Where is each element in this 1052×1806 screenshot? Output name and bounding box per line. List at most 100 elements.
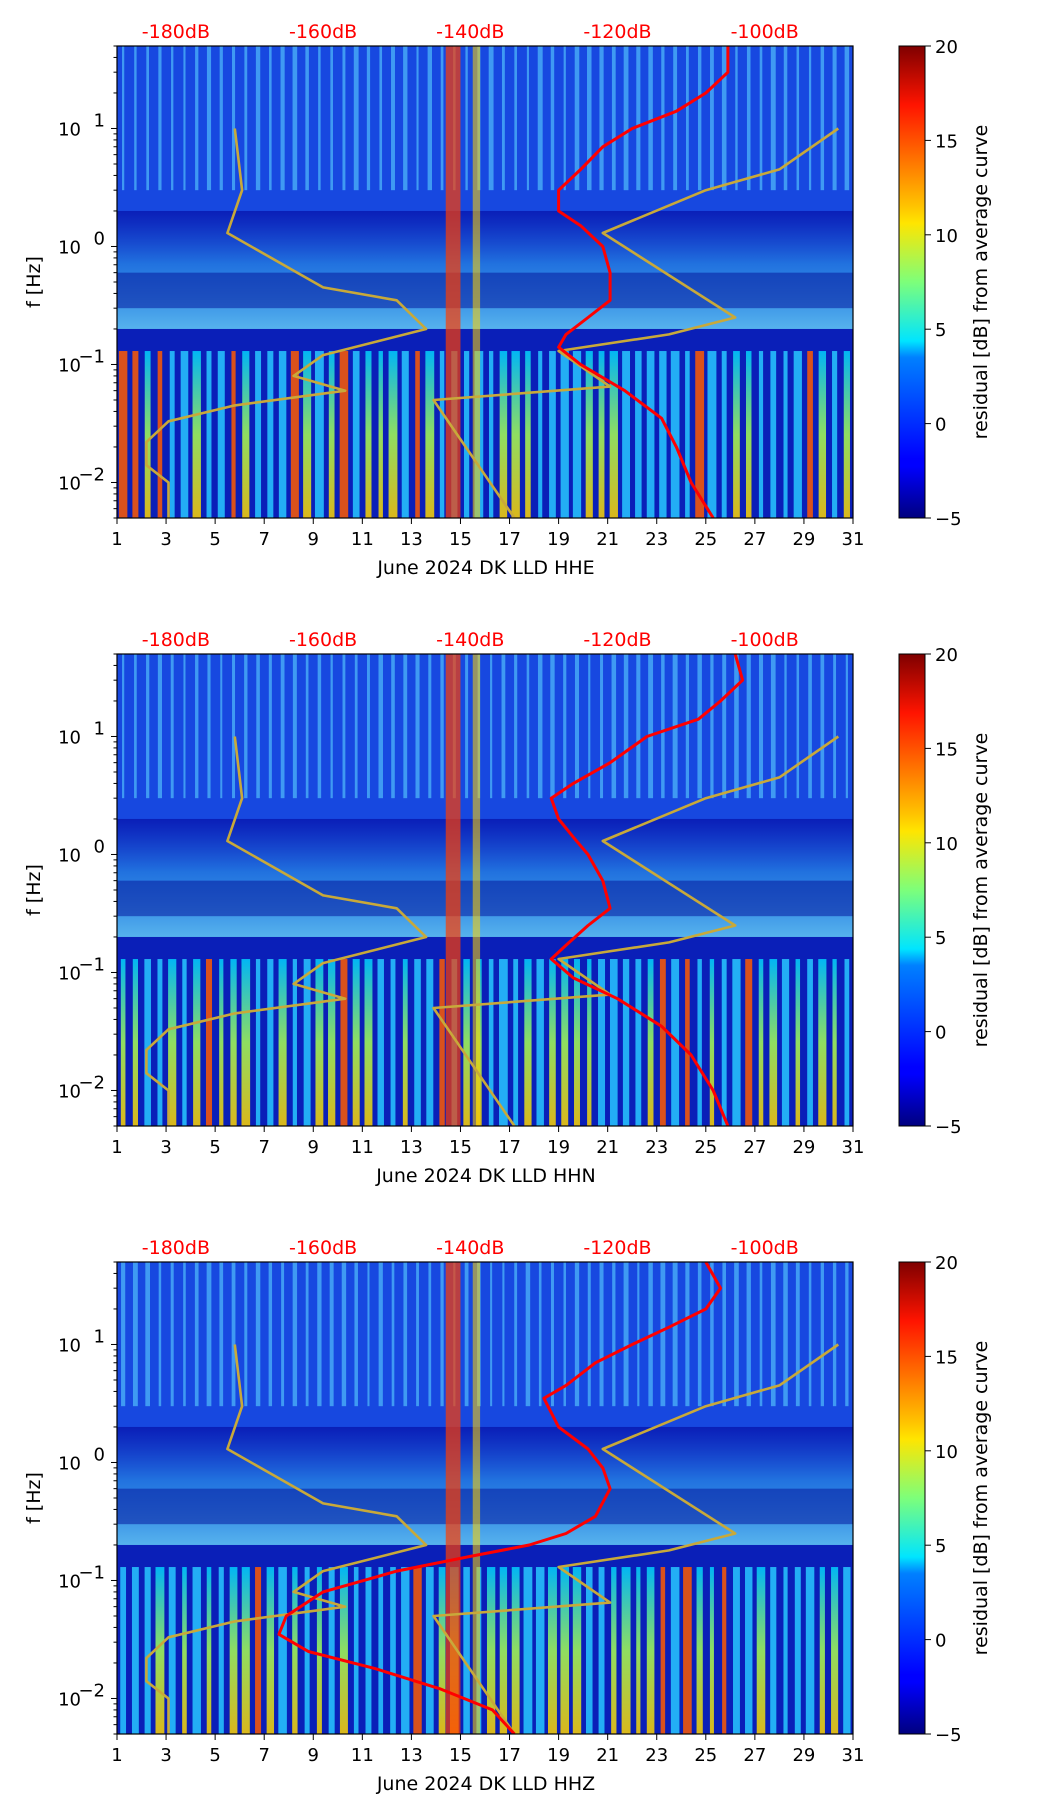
x-tick-label: 29: [792, 529, 815, 550]
lowfreq-stripe: [206, 351, 212, 518]
lowfreq-stripe: [157, 959, 163, 1126]
lowfreq-stripe: [169, 351, 175, 518]
x-axis-label: June 2024 DK LLD HHE: [376, 557, 594, 579]
x-tick-label: 3: [160, 529, 171, 550]
highfreq-stripe: [403, 46, 408, 191]
highfreq-stripe: [550, 1262, 554, 1407]
highfreq-stripe: [611, 654, 617, 799]
highfreq-stripe: [722, 1262, 726, 1407]
lowfreq-stripe: [572, 351, 582, 518]
lowfreq-stripe: [255, 959, 261, 1126]
highfreq-stripe: [514, 654, 518, 799]
event-stripe: [445, 1262, 461, 1734]
y-tick-exponent: 0: [94, 228, 105, 249]
x-axis-label: June 2024 DK LLD HHZ: [376, 1773, 595, 1795]
highfreq-stripe: [820, 1262, 824, 1407]
lowfreq-stripe: [132, 959, 138, 1126]
highfreq-stripe: [746, 654, 751, 799]
lowfreq-stripe: [364, 959, 373, 1126]
x-tick-label: 15: [449, 529, 472, 550]
x-tick-label: 1: [111, 1137, 122, 1158]
highfreq-stripe: [146, 46, 150, 191]
lowfreq-stripe: [745, 1567, 753, 1734]
lowfreq-stripe: [217, 351, 225, 518]
highfreq-stripe: [194, 1262, 199, 1407]
highfreq-stripe: [232, 654, 236, 799]
highfreq-stripe: [379, 46, 383, 191]
lowfreq-stripe: [315, 959, 324, 1126]
highfreq-stripe: [501, 46, 505, 191]
y-axis-label: f [Hz]: [23, 864, 45, 916]
spectrogram: [117, 46, 853, 518]
model-curve-line: [145, 736, 428, 1126]
highfreq-stripe: [134, 654, 137, 799]
lowfreq-stripe: [770, 1567, 777, 1734]
highfreq-stripe: [427, 46, 432, 191]
highfreq-stripe: [317, 654, 322, 799]
lowfreq-stripe: [609, 959, 618, 1126]
highfreq-stripe: [207, 654, 211, 799]
lowfreq-stripe: [144, 959, 151, 1126]
model-curve-2-line: [432, 127, 840, 518]
x-tick-label: 9: [308, 1137, 319, 1158]
y-tick-exponent: −2: [78, 1680, 105, 1701]
model-curve-line: [145, 1344, 428, 1734]
highfreq-stripe: [132, 1262, 138, 1407]
x-tick-label: 11: [351, 529, 374, 550]
highfreq-stripe: [183, 654, 186, 799]
highfreq-stripe: [220, 654, 223, 799]
lowfreq-stripe: [426, 959, 434, 1126]
lowfreq-stripe: [659, 959, 666, 1126]
lowfreq-stripe: [266, 1567, 275, 1734]
db-scale-label: -180dB: [142, 1237, 210, 1259]
colorbar-gradient: [898, 45, 926, 519]
y-tick-exponent: 0: [94, 836, 105, 857]
lowfreq-stripe: [793, 351, 802, 518]
lowfreq-stripe: [378, 1567, 384, 1734]
highfreq-stripe: [648, 1262, 653, 1407]
highfreq-stripe: [292, 654, 297, 799]
lowfreq-stripe: [745, 351, 752, 518]
highfreq-stripe: [318, 46, 321, 191]
lowfreq-stripe: [414, 959, 421, 1126]
colorbar-gradient: [898, 1261, 926, 1735]
highfreq-stripe: [134, 46, 137, 191]
lowfreq-stripe: [818, 351, 827, 518]
highfreq-stripe: [697, 654, 702, 799]
lowfreq-stripe: [622, 959, 630, 1126]
lowfreq-stripe: [635, 351, 642, 518]
colorbar-tick-label: 5: [935, 1536, 946, 1557]
x-tick-label: 21: [596, 1137, 619, 1158]
db-scale-label: -100dB: [731, 21, 799, 43]
lowfreq-stripe: [598, 1567, 605, 1734]
highfreq-stripe: [158, 1262, 162, 1407]
x-tick-label: 21: [596, 529, 619, 550]
highfreq-stripe: [219, 46, 223, 191]
lowfreq-stripe: [390, 959, 396, 1126]
highfreq-stripe: [623, 46, 629, 191]
lowfreq-stripe: [635, 959, 642, 1126]
colorbar-tick-label: 10: [935, 834, 958, 855]
lowfreq-stripe: [670, 1567, 680, 1734]
colorbar-tick-label: 15: [935, 1347, 958, 1368]
x-tick-label: 25: [694, 1745, 717, 1766]
x-tick-label: 5: [209, 1745, 220, 1766]
event-stripe: [445, 654, 461, 1126]
lowfreq-stripe: [758, 351, 764, 518]
highfreq-stripe: [796, 654, 800, 799]
highfreq-stripe: [637, 1262, 640, 1407]
colorbar-label: residual [dB] from average curve: [970, 733, 992, 1048]
highfreq-stripe: [636, 654, 641, 799]
highfreq-stripe: [206, 46, 212, 191]
lowfreq-stripe: [365, 351, 372, 518]
y-tick-label: 10: [58, 473, 81, 494]
lowfreq-stripe: [549, 959, 556, 1126]
y-tick-exponent: −2: [78, 464, 105, 485]
lowfreq-stripe: [733, 1567, 740, 1734]
event-stripe: [472, 654, 481, 1126]
